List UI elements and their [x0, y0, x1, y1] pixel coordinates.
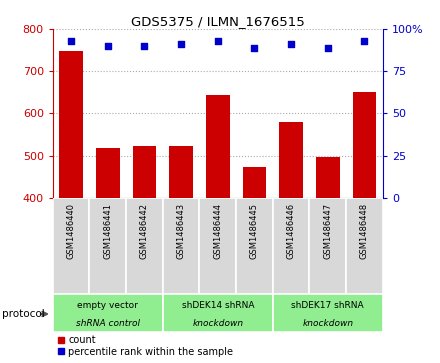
- Text: GSM1486441: GSM1486441: [103, 203, 112, 259]
- Legend: count, percentile rank within the sample: count, percentile rank within the sample: [58, 335, 233, 357]
- Text: GSM1486443: GSM1486443: [176, 203, 186, 259]
- Bar: [199, 198, 236, 294]
- Text: knockdown: knockdown: [192, 319, 243, 328]
- Point: [141, 43, 148, 49]
- Text: GSM1486442: GSM1486442: [140, 203, 149, 259]
- Point: [104, 43, 111, 49]
- Bar: [316, 157, 340, 198]
- Bar: [346, 198, 383, 294]
- Bar: [206, 95, 230, 198]
- Text: shDEK14 shRNA: shDEK14 shRNA: [182, 301, 254, 310]
- Bar: [236, 198, 273, 294]
- Text: GSM1486446: GSM1486446: [286, 203, 296, 259]
- Title: GDS5375 / ILMN_1676515: GDS5375 / ILMN_1676515: [131, 15, 304, 28]
- Text: GSM1486448: GSM1486448: [360, 203, 369, 259]
- Text: empty vector: empty vector: [77, 301, 138, 310]
- Text: GSM1486440: GSM1486440: [66, 203, 76, 259]
- Bar: [169, 146, 193, 198]
- Bar: [59, 51, 83, 198]
- Bar: [126, 198, 163, 294]
- Bar: [273, 198, 309, 294]
- Bar: [163, 198, 199, 294]
- Point: [68, 38, 75, 44]
- Point: [324, 45, 331, 50]
- Bar: [279, 122, 303, 198]
- Text: shDEK17 shRNA: shDEK17 shRNA: [291, 301, 364, 310]
- Point: [361, 38, 368, 44]
- Text: knockdown: knockdown: [302, 319, 353, 328]
- Bar: [96, 148, 120, 198]
- Text: GSM1486447: GSM1486447: [323, 203, 332, 259]
- Point: [214, 38, 221, 44]
- Bar: [352, 92, 376, 198]
- Bar: [242, 167, 266, 198]
- Point: [178, 41, 185, 47]
- Bar: [163, 294, 273, 332]
- Text: protocol: protocol: [2, 309, 45, 319]
- Bar: [53, 294, 163, 332]
- Bar: [132, 146, 156, 198]
- Bar: [89, 198, 126, 294]
- Bar: [273, 294, 383, 332]
- Text: shRNA control: shRNA control: [76, 319, 140, 328]
- Point: [288, 41, 295, 47]
- Bar: [309, 198, 346, 294]
- Text: GSM1486445: GSM1486445: [250, 203, 259, 259]
- Point: [251, 45, 258, 50]
- Text: GSM1486444: GSM1486444: [213, 203, 222, 259]
- Bar: [53, 198, 89, 294]
